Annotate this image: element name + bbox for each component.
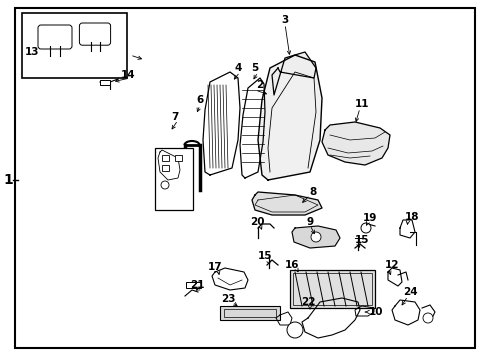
Bar — [22, 13, 127, 78]
Text: 15: 15 — [354, 235, 368, 245]
Text: 6: 6 — [196, 95, 203, 105]
Text: 12: 12 — [384, 260, 398, 270]
Text: 9: 9 — [306, 217, 313, 227]
Text: 3: 3 — [281, 15, 288, 25]
Text: 13: 13 — [25, 47, 39, 57]
Bar — [185, 282, 201, 288]
Bar — [220, 306, 280, 320]
Polygon shape — [302, 298, 359, 338]
Polygon shape — [354, 306, 373, 316]
Bar — [175, 155, 182, 161]
Bar — [155, 148, 193, 210]
Text: 2: 2 — [256, 80, 263, 90]
Circle shape — [161, 181, 169, 189]
Polygon shape — [275, 312, 291, 325]
Text: 24: 24 — [402, 287, 416, 297]
Polygon shape — [203, 72, 240, 175]
Polygon shape — [240, 78, 264, 178]
Bar — [289, 270, 374, 308]
Bar — [224, 309, 275, 317]
Polygon shape — [271, 52, 315, 95]
Circle shape — [422, 313, 432, 323]
Polygon shape — [387, 268, 401, 286]
Text: 20: 20 — [249, 217, 264, 227]
Circle shape — [310, 232, 320, 242]
Text: 18: 18 — [404, 212, 418, 222]
Text: 11: 11 — [354, 99, 368, 109]
Polygon shape — [251, 192, 321, 215]
Polygon shape — [158, 150, 180, 180]
Text: 4: 4 — [234, 63, 241, 73]
Bar — [162, 155, 169, 161]
Bar — [292, 273, 371, 305]
Bar — [100, 80, 110, 85]
Text: 17: 17 — [207, 262, 222, 272]
Polygon shape — [212, 268, 247, 290]
Text: 23: 23 — [220, 294, 235, 304]
Polygon shape — [291, 226, 339, 248]
Text: 10: 10 — [368, 307, 383, 317]
FancyBboxPatch shape — [79, 23, 110, 45]
Polygon shape — [321, 122, 389, 165]
Text: 19: 19 — [362, 213, 376, 223]
Polygon shape — [258, 55, 321, 180]
Text: 14: 14 — [121, 70, 135, 80]
Polygon shape — [399, 220, 414, 238]
Text: 16: 16 — [284, 260, 299, 270]
Text: 15: 15 — [257, 251, 272, 261]
Circle shape — [286, 322, 303, 338]
Text: 21: 21 — [189, 280, 204, 290]
Text: 22: 22 — [300, 297, 315, 307]
Circle shape — [360, 223, 370, 233]
Polygon shape — [391, 300, 419, 325]
Text: 7: 7 — [171, 112, 178, 122]
Bar — [162, 165, 169, 171]
Text: 5: 5 — [251, 63, 258, 73]
Text: 1: 1 — [3, 173, 13, 187]
FancyBboxPatch shape — [38, 25, 72, 49]
Text: 8: 8 — [309, 187, 316, 197]
